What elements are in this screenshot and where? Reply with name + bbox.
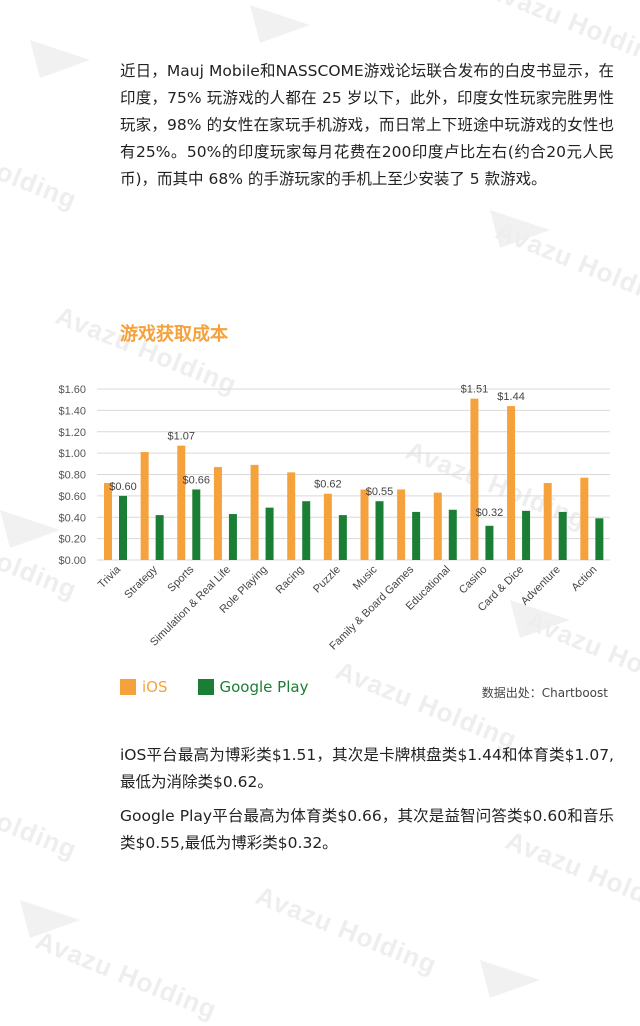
y-tick-label: $1.20	[58, 427, 86, 439]
bar-google-play	[119, 495, 127, 560]
bar-ios	[140, 452, 149, 560]
bar-google-play	[595, 518, 604, 560]
data-label: $0.60	[109, 481, 137, 493]
data-label: $0.55	[366, 486, 394, 498]
y-tick-label: $0.80	[58, 470, 86, 482]
data-label: $0.32	[476, 507, 504, 519]
data-label: $1.44	[497, 391, 525, 403]
bar-ios	[433, 492, 442, 560]
bar-ios	[507, 406, 516, 560]
data-source: 数据出处：Chartboost	[481, 686, 608, 700]
x-tick-label: Adventure	[519, 564, 563, 608]
bar-google-play	[375, 501, 384, 560]
summary-google-play: Google Play平台最高为体育类$0.66，其次是益智问答类$0.60和音…	[120, 807, 614, 852]
y-tick-label: $0.00	[58, 555, 86, 567]
legend-item-google-play: Google Play	[197, 678, 309, 696]
x-tick-label: Racing	[274, 564, 307, 597]
bar-ios	[323, 493, 332, 560]
watermark-triangle-icon	[250, 5, 310, 43]
watermark-text: Avazu Holding	[0, 765, 82, 866]
bar-ios	[213, 467, 222, 560]
y-tick-label: $0.60	[58, 491, 86, 503]
data-label: $0.62	[314, 479, 342, 491]
data-label: $0.66	[183, 474, 211, 486]
chart-title: 游戏获取成本	[120, 324, 228, 345]
legend-item-ios: iOS	[120, 678, 168, 696]
x-tick-label: Casino	[457, 564, 490, 597]
bar-ios	[580, 477, 589, 560]
x-tick-label: Action	[569, 564, 599, 594]
bar-chart: $0.00 $0.20 $0.40 $0.60 $0.80 $1.00 $1.20 $1.40…	[58, 384, 610, 653]
bar-ios	[543, 483, 552, 560]
bar-google-play	[522, 510, 531, 560]
bar-google-play	[155, 515, 164, 560]
y-tick-label: $1.60	[58, 384, 86, 396]
watermark-text: Avazu Holding	[251, 880, 442, 981]
data-label: $1.51	[461, 384, 489, 396]
y-tick-label: $1.40	[58, 405, 86, 417]
x-tick-label: Puzzle	[311, 564, 343, 596]
bar-ios	[177, 445, 186, 560]
bar-google-play	[265, 507, 274, 560]
x-tick-label: Trivia	[96, 563, 124, 591]
data-label: $1.07	[168, 431, 196, 443]
watermark-text: Avazu Holding	[0, 115, 82, 216]
watermark-triangle-icon	[20, 900, 80, 938]
bar-google-play	[448, 509, 457, 560]
legend-label-ios: iOS	[142, 678, 168, 696]
watermark-triangle-icon	[480, 960, 540, 998]
bar-ios	[104, 483, 112, 560]
y-tick-label: $0.40	[58, 512, 86, 524]
x-tick-label: Music	[351, 563, 380, 592]
legend-swatch-google-play	[197, 679, 214, 695]
bar-ios	[360, 489, 369, 560]
bar-ios	[287, 472, 296, 560]
bar-google-play	[412, 511, 421, 560]
chart-legend: iOS Google Play	[120, 678, 338, 696]
bar-google-play	[302, 501, 311, 560]
watermark-text: Avazu Holding	[331, 655, 522, 756]
bar-google-play	[558, 511, 567, 560]
bar-ios	[397, 489, 406, 560]
legend-swatch-ios	[120, 679, 136, 695]
watermark-triangle-icon	[490, 210, 550, 248]
summary-ios: iOS平台最高为博彩类$1.51，其次是卡牌棋盘类$1.44和体育类$1.07,…	[120, 746, 614, 791]
bar-ios	[470, 398, 479, 560]
bar-google-play	[338, 515, 347, 560]
y-tick-label: $1.00	[58, 448, 86, 460]
bar-google-play	[228, 514, 237, 560]
watermark-triangle-icon	[30, 40, 90, 78]
intro-paragraph: 近日，Mauj Mobile和NASSCOME游戏论坛联合发布的白皮书显示，在印…	[120, 62, 614, 188]
bar-google-play	[192, 489, 201, 560]
bar-google-play	[485, 525, 494, 560]
y-tick-label: $0.20	[58, 534, 86, 546]
legend-label-google-play: Google Play	[219, 678, 309, 696]
x-tick-label: Sports	[165, 563, 196, 594]
watermark-text: Avazu Holding	[491, 215, 640, 316]
x-tick-label: Strategy	[122, 563, 160, 601]
bar-ios	[250, 464, 259, 560]
